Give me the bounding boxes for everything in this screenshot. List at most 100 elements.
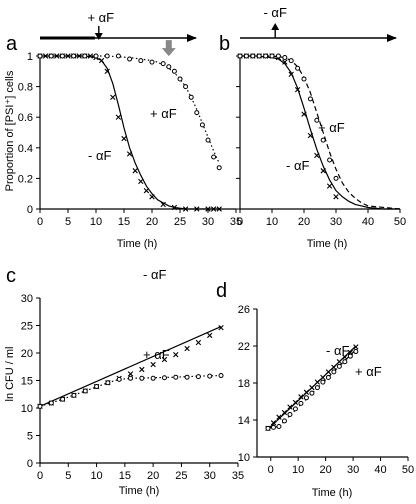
plot-area: 0 10 20 30 40 50 - αF + αF — [236, 53, 406, 228]
data-point — [298, 394, 304, 400]
data-point — [269, 53, 275, 59]
x-tick-label: 0 — [237, 216, 243, 228]
x-tick-label: 20 — [320, 464, 332, 476]
data-point — [331, 369, 337, 375]
data-point — [314, 385, 320, 391]
data-point — [37, 53, 43, 59]
data-point — [195, 374, 201, 380]
plot-area: 0 5 10 15 20 25 30 35 0 5 10 15 20 25 30 - αF + αF — [21, 267, 244, 482]
x-tick-label: 10 — [90, 216, 102, 228]
data-point — [294, 86, 301, 93]
data-point — [60, 396, 66, 402]
data-point — [188, 94, 194, 100]
data-point — [184, 345, 190, 352]
treatment-timeline: - αF — [240, 5, 397, 42]
data-point — [59, 53, 65, 59]
y-tick-label: 14 — [238, 415, 250, 427]
data-point — [276, 414, 282, 420]
data-point — [309, 390, 315, 396]
data-point — [325, 374, 331, 380]
data-point — [82, 388, 88, 394]
data-point — [98, 57, 105, 64]
data-point — [173, 351, 179, 358]
x-axis-title: Time (h) — [307, 238, 348, 250]
y-tick-label: 5 — [27, 431, 33, 443]
x-axis-title: Time (h) — [312, 487, 353, 499]
data-point — [314, 152, 320, 159]
data-point — [325, 369, 332, 375]
data-point — [210, 206, 217, 212]
data-point — [207, 373, 213, 379]
data-point — [199, 122, 205, 128]
data-point — [295, 65, 301, 71]
x-tick-label: 10 — [292, 464, 304, 476]
data-point — [177, 76, 183, 82]
data-point — [76, 53, 82, 59]
data-point — [263, 53, 269, 59]
y-tick-label: 0 — [27, 204, 33, 216]
data-point — [126, 151, 133, 157]
data-point — [138, 178, 144, 185]
x-tick-label: 30 — [202, 216, 214, 228]
data-point — [275, 53, 281, 59]
y-axis-title: ln CFU / ml — [4, 347, 16, 402]
timeline-label: + αF — [87, 10, 114, 25]
data-point — [342, 359, 348, 365]
data-point — [301, 111, 307, 117]
timeline-label: - αF — [263, 5, 286, 20]
panel-letter: a — [6, 33, 18, 55]
x-tick-label: 20 — [147, 470, 159, 482]
data-point — [333, 175, 339, 181]
data-point — [132, 168, 138, 174]
data-point — [270, 424, 276, 430]
y-tick-label: 0.8 — [18, 82, 33, 94]
data-point — [166, 64, 172, 70]
series-annotation: - αF — [286, 158, 309, 173]
data-point — [149, 59, 155, 65]
data-point — [282, 55, 288, 61]
x-tick-label: 15 — [118, 216, 130, 228]
data-point — [143, 187, 150, 194]
data-point — [128, 375, 134, 381]
data-point — [292, 406, 298, 412]
data-point — [292, 399, 299, 406]
data-point — [336, 363, 342, 369]
data-point — [218, 325, 224, 331]
x-tick-label: 10 — [266, 216, 278, 228]
data-point — [94, 384, 100, 390]
x-axis-title: Time (h) — [117, 238, 158, 250]
data-point — [298, 400, 304, 406]
data-point — [288, 71, 294, 78]
x-tick-label: 50 — [394, 216, 406, 228]
y-tick-label: 18 — [238, 378, 250, 390]
x-tick-label: 50 — [402, 464, 414, 476]
data-point — [173, 374, 179, 380]
data-point — [48, 400, 54, 406]
data-point — [276, 423, 282, 429]
data-point — [287, 404, 293, 410]
x-tick-label: 25 — [174, 216, 186, 228]
x-tick-label: 15 — [119, 470, 131, 482]
x-tick-label: 5 — [65, 216, 71, 228]
x-tick-label: 0 — [37, 470, 43, 482]
data-point — [307, 132, 314, 139]
x-tick-label: 35 — [232, 470, 244, 482]
series-annotation: - αF — [143, 267, 166, 282]
data-point — [160, 61, 166, 67]
data-point — [353, 344, 359, 350]
data-point — [127, 56, 133, 62]
panel-letter: b — [219, 33, 230, 55]
panel-b: b - αF 0 10 20 30 40 50 - αF + αF Time (h) — [219, 5, 406, 250]
data-point — [301, 76, 307, 82]
data-point — [182, 206, 189, 212]
data-point — [205, 137, 211, 143]
down-arrow-icon — [94, 33, 103, 40]
data-point — [256, 53, 262, 59]
y-tick-label: 25 — [21, 321, 33, 333]
data-point — [281, 409, 288, 416]
data-point — [326, 183, 333, 189]
series-annotation: + αF — [318, 120, 345, 135]
data-point — [150, 375, 156, 381]
